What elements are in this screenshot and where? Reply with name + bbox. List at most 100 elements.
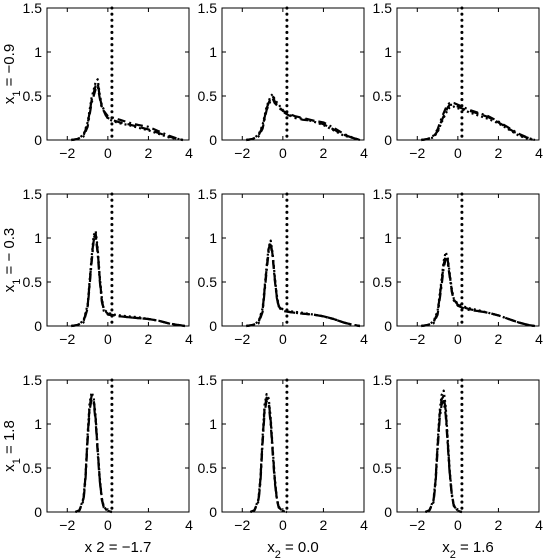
axes-box <box>396 379 540 513</box>
y-tick-label: 1.5 <box>23 0 43 16</box>
axes-box <box>46 193 190 327</box>
density-curve-series-1 <box>71 81 184 142</box>
axes-box <box>396 193 540 327</box>
x-tick-label: 0 <box>454 145 462 161</box>
density-curve-series-1 <box>71 232 186 328</box>
y-tick-label: 0 <box>209 132 217 148</box>
x-tick-label: 2 <box>495 331 503 347</box>
x-tick-label: 4 <box>185 331 193 347</box>
y-tick-label: 1.5 <box>23 372 43 388</box>
x-tick-label: −2 <box>234 145 250 161</box>
y-tick-label: 1 <box>209 230 217 246</box>
density-curve-series-3 <box>71 229 186 328</box>
y-tick-label: 0 <box>34 132 42 148</box>
panel-r2-c2: −2 0 2 4 0 0.5 1 1.5 <box>373 372 544 533</box>
x-tick-label: 0 <box>279 517 287 533</box>
density-curve-series-1 <box>424 394 463 514</box>
y-tick-label: 1 <box>384 230 392 246</box>
density-curve-series-2 <box>71 85 184 142</box>
y-tick-label: 1.5 <box>23 186 43 202</box>
y-tick-label: 1 <box>34 416 42 432</box>
density-curve-series-2 <box>424 400 463 514</box>
row-label-3: x1 = 1.8 <box>1 420 23 472</box>
x-tick-label: 2 <box>320 331 328 347</box>
density-curve-series-2 <box>74 398 113 514</box>
y-tick-label: 0 <box>34 318 42 334</box>
density-curve-series-3 <box>246 93 361 142</box>
y-tick-label: 0 <box>209 318 217 334</box>
x-tick-label: −2 <box>59 517 75 533</box>
x-tick-label: 2 <box>145 331 153 347</box>
y-tick-label: 0.5 <box>23 274 43 290</box>
x-tick-label: 4 <box>535 145 543 161</box>
col-label-2: x2 = 0.0 <box>267 539 319 560</box>
y-tick-label: 1.5 <box>373 0 393 16</box>
panel-r2-c0: −2 0 2 4 0 0.5 1 1.5 <box>23 372 194 533</box>
y-tick-label: 1 <box>209 44 217 60</box>
density-curve-series-3 <box>424 389 463 514</box>
col-label-3: x2 = 1.6 <box>442 539 494 560</box>
panel-r0-c2: −2 0 2 4 0 0.5 1 1.5 <box>373 0 544 161</box>
y-tick-label: 1.5 <box>373 186 393 202</box>
panel-r0-c1: −2 0 2 4 0 0.5 1 1.5 <box>198 0 369 161</box>
panel-r0-c0: −2 0 2 4 0 0.5 1 1.5 <box>23 0 194 161</box>
density-curve-series-2 <box>421 258 536 328</box>
y-tick-label: 0.5 <box>23 88 43 104</box>
y-tick-label: 0.5 <box>23 460 43 476</box>
x-tick-label: 4 <box>535 331 543 347</box>
x-tick-label: 2 <box>495 517 503 533</box>
axes-box <box>46 7 190 141</box>
x-tick-label: −2 <box>409 331 425 347</box>
row-label-1: x1 = −0.9 <box>1 44 23 104</box>
density-curve-series-3 <box>246 239 361 328</box>
y-tick-label: 0.5 <box>198 460 218 476</box>
density-curve-series-1 <box>421 254 536 328</box>
y-tick-label: 0.5 <box>373 274 393 290</box>
y-tick-label: 0 <box>384 504 392 520</box>
x-tick-label: −2 <box>234 331 250 347</box>
x-tick-label: −2 <box>234 517 250 533</box>
x-tick-label: 2 <box>320 145 328 161</box>
x-tick-label: 4 <box>360 517 368 533</box>
y-tick-label: 0.5 <box>198 274 218 290</box>
y-tick-label: 1 <box>34 44 42 60</box>
density-curve-series-3 <box>421 251 536 328</box>
density-curve-series-2 <box>71 235 186 328</box>
col-label-1: x 2 = −1.7 <box>85 539 152 556</box>
axes-box <box>221 379 365 513</box>
x-tick-label: 0 <box>104 517 112 533</box>
x-tick-label: 2 <box>145 517 153 533</box>
y-tick-label: 1.5 <box>198 186 218 202</box>
panel-r1-c2: −2 0 2 4 0 0.5 1 1.5 <box>373 186 544 347</box>
x-tick-label: 4 <box>535 517 543 533</box>
density-curve-series-3 <box>421 105 536 142</box>
y-tick-label: 1.5 <box>198 372 218 388</box>
y-tick-label: 0 <box>209 504 217 520</box>
panel-r1-c0: −2 0 2 4 0 0.5 1 1.5 <box>23 186 194 347</box>
y-tick-label: 1 <box>209 416 217 432</box>
x-tick-label: 0 <box>104 331 112 347</box>
y-tick-label: 0.5 <box>198 88 218 104</box>
axes-box <box>46 379 190 513</box>
x-tick-label: 4 <box>185 517 193 533</box>
y-tick-label: 0 <box>384 318 392 334</box>
x-tick-label: 0 <box>454 517 462 533</box>
x-tick-label: 4 <box>185 145 193 161</box>
axes-box <box>221 193 365 327</box>
y-tick-label: 0.5 <box>373 88 393 104</box>
x-tick-label: −2 <box>409 145 425 161</box>
x-tick-label: 0 <box>104 145 112 161</box>
x-tick-label: 0 <box>279 331 287 347</box>
density-curve-series-3 <box>249 393 288 514</box>
density-curve-series-2 <box>246 97 361 142</box>
density-curve-series-1 <box>74 394 113 514</box>
x-tick-label: −2 <box>409 517 425 533</box>
y-tick-label: 1.5 <box>373 372 393 388</box>
x-tick-label: 0 <box>279 145 287 161</box>
density-curve-series-3 <box>71 78 184 142</box>
x-tick-label: −2 <box>59 145 75 161</box>
y-tick-label: 0 <box>34 504 42 520</box>
panel-r1-c1: −2 0 2 4 0 0.5 1 1.5 <box>198 186 369 347</box>
axes-box <box>396 7 540 141</box>
panel-r2-c1: −2 0 2 4 0 0.5 1 1.5 <box>198 372 369 533</box>
